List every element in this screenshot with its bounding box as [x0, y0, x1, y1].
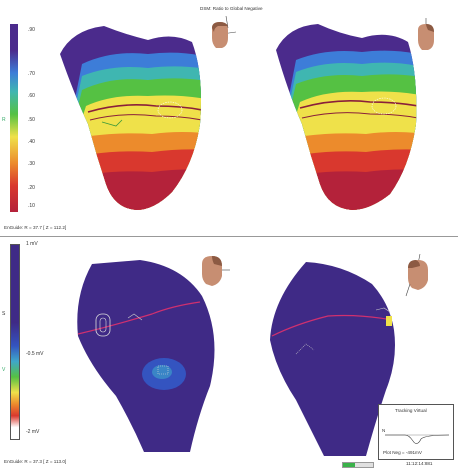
voltage-scale-mid: -0.5 mV	[26, 351, 44, 357]
orientation-head-icon[interactable]	[196, 250, 230, 290]
scale-tick: .90	[28, 27, 35, 33]
voltage-map-left[interactable]	[72, 256, 232, 456]
scale-tick: .40	[28, 139, 35, 145]
scale-ticks: .90 .70 .60 .50 .40 .30 .20 .10	[28, 24, 48, 212]
progress-indicator	[342, 462, 374, 468]
orientation-head-icon[interactable]	[402, 253, 436, 297]
map-mode-title: DSM: Ratio to Global Negative	[200, 6, 263, 11]
tracking-left-label: N	[382, 428, 386, 433]
status-bar: 11:12:14:881	[340, 460, 458, 470]
tracking-title: Tracking Virtual	[395, 408, 427, 413]
voltage-scale-top: 1 mV	[26, 241, 38, 247]
scale-marker-label: V	[2, 367, 6, 373]
ratio-map-left[interactable]	[52, 14, 212, 214]
voltage-scale-bottom: -2 mV	[26, 429, 40, 435]
orientation-head-icon[interactable]	[206, 14, 237, 54]
scale-marker-label: R	[2, 117, 6, 123]
ratio-color-scale[interactable]	[10, 24, 18, 212]
voltage-map-right[interactable]	[266, 260, 406, 460]
status-time: 11:12:14:881	[406, 461, 433, 466]
ratio-map-right[interactable]	[266, 14, 426, 214]
enguide-readout: EnGuide: R = 37.7 [ Z = 112.2]	[4, 225, 67, 230]
voltage-color-scale[interactable]	[10, 244, 20, 440]
tracking-footer: Plot Neg = -491mV	[383, 450, 422, 455]
orientation-head-icon[interactable]	[412, 16, 442, 56]
scale-tick: .60	[28, 93, 35, 99]
scale-tick: .30	[28, 161, 35, 167]
enguide-readout: EnGuide: R = 37.3 [ Z = 113.0]	[4, 459, 67, 464]
scale-tick: .10	[28, 203, 35, 209]
scale-tick: .20	[28, 185, 35, 191]
tracking-trace	[385, 434, 450, 444]
panel-divider	[0, 236, 458, 237]
tracking-virtual-panel[interactable]: Tracking Virtual N Plot Neg = -491mV	[378, 404, 454, 460]
scale-tick: .70	[28, 71, 35, 77]
scale-marker-label: S	[2, 311, 6, 317]
scale-tick: .50	[28, 117, 35, 123]
